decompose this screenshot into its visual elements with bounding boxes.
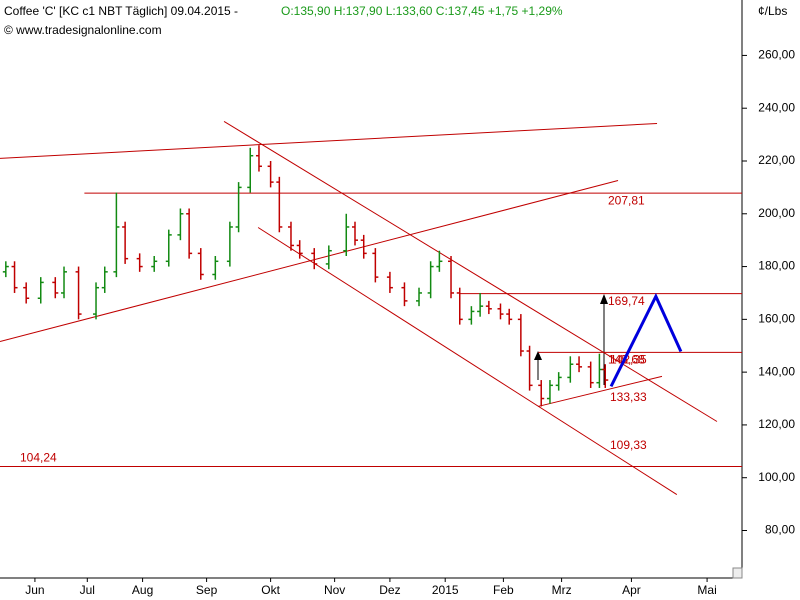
trend-line — [257, 227, 678, 496]
level-label: 145,68 — [608, 353, 645, 367]
trend-line — [223, 120, 718, 422]
trend-line — [537, 375, 663, 407]
level-label: 169,74 — [608, 294, 645, 308]
y-tick-label: 220,00 — [758, 153, 795, 167]
x-tick-label: Okt — [261, 583, 280, 597]
x-tick-label: Feb — [493, 583, 514, 597]
scroll-button[interactable] — [732, 567, 743, 579]
price-label: 109,33 — [610, 438, 647, 452]
y-tick-label: 260,00 — [758, 48, 795, 62]
y-tick-label: 120,00 — [758, 417, 795, 431]
price-label: 133,33 — [610, 390, 647, 404]
y-tick-label: 160,00 — [758, 312, 795, 326]
y-tick-label: 80,00 — [765, 523, 795, 537]
y-tick-label: 140,00 — [758, 364, 795, 378]
x-tick-label: Jul — [80, 583, 95, 597]
chart-title: Coffee 'C' [KC c1 NBT Täglich] 09.04.201… — [4, 4, 238, 18]
unit: ¢/Lbs — [758, 4, 787, 18]
arrow-head — [534, 351, 542, 360]
trend-line — [0, 180, 619, 343]
copyright: © www.tradesignalonline.com — [4, 23, 162, 37]
level-label: 207,81 — [608, 193, 645, 207]
y-tick-label: 240,00 — [758, 100, 795, 114]
x-tick-label: Jun — [25, 583, 44, 597]
x-tick-label: Sep — [196, 583, 218, 597]
price-label: 142,35 — [610, 353, 647, 367]
arrow-head — [600, 294, 608, 304]
level-label: 104,24 — [20, 451, 57, 465]
x-tick-label: Mrz — [552, 583, 572, 597]
x-tick-label: Apr — [622, 583, 641, 597]
x-tick-label: 2015 — [432, 583, 459, 597]
trend-line — [609, 292, 683, 388]
y-tick-label: 180,00 — [758, 259, 795, 273]
x-tick-label: Dez — [379, 583, 400, 597]
quote: O:135,90 H:137,90 L:133,60 C:137,45 +1,7… — [281, 4, 563, 18]
x-tick-label: Mai — [697, 583, 716, 597]
trend-line — [0, 123, 658, 159]
y-tick-label: 100,00 — [758, 470, 795, 484]
x-tick-label: Aug — [132, 583, 153, 597]
x-tick-label: Nov — [324, 583, 345, 597]
y-tick-label: 200,00 — [758, 206, 795, 220]
